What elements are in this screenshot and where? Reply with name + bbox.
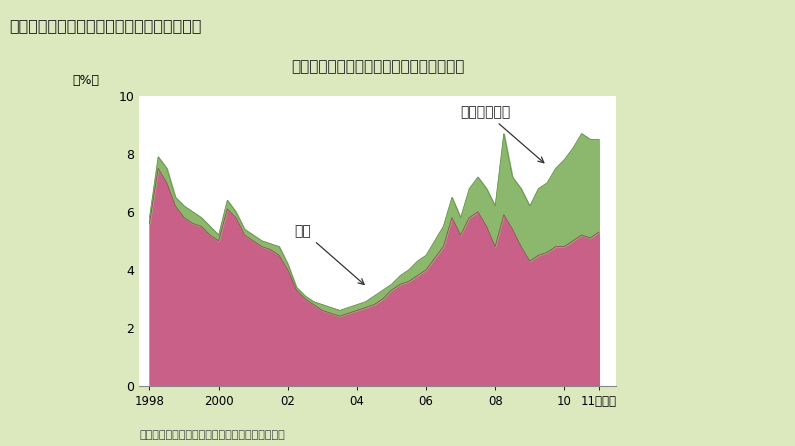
Text: 第３－１－９図　我が国国債の外国保有比率: 第３－１－９図 我が国国債の外国保有比率 <box>10 18 202 33</box>
Text: （%）: （%） <box>72 74 99 87</box>
Text: 国債: 国債 <box>295 224 364 285</box>
Text: 我が国国債の外国保有比率は低水準で推移: 我が国国債の外国保有比率は低水準で推移 <box>291 59 464 74</box>
Text: 国庫短期証券: 国庫短期証券 <box>460 105 544 163</box>
Text: （備考）日本銀行「資金循環統計」により作成。: （備考）日本銀行「資金循環統計」により作成。 <box>139 430 285 440</box>
